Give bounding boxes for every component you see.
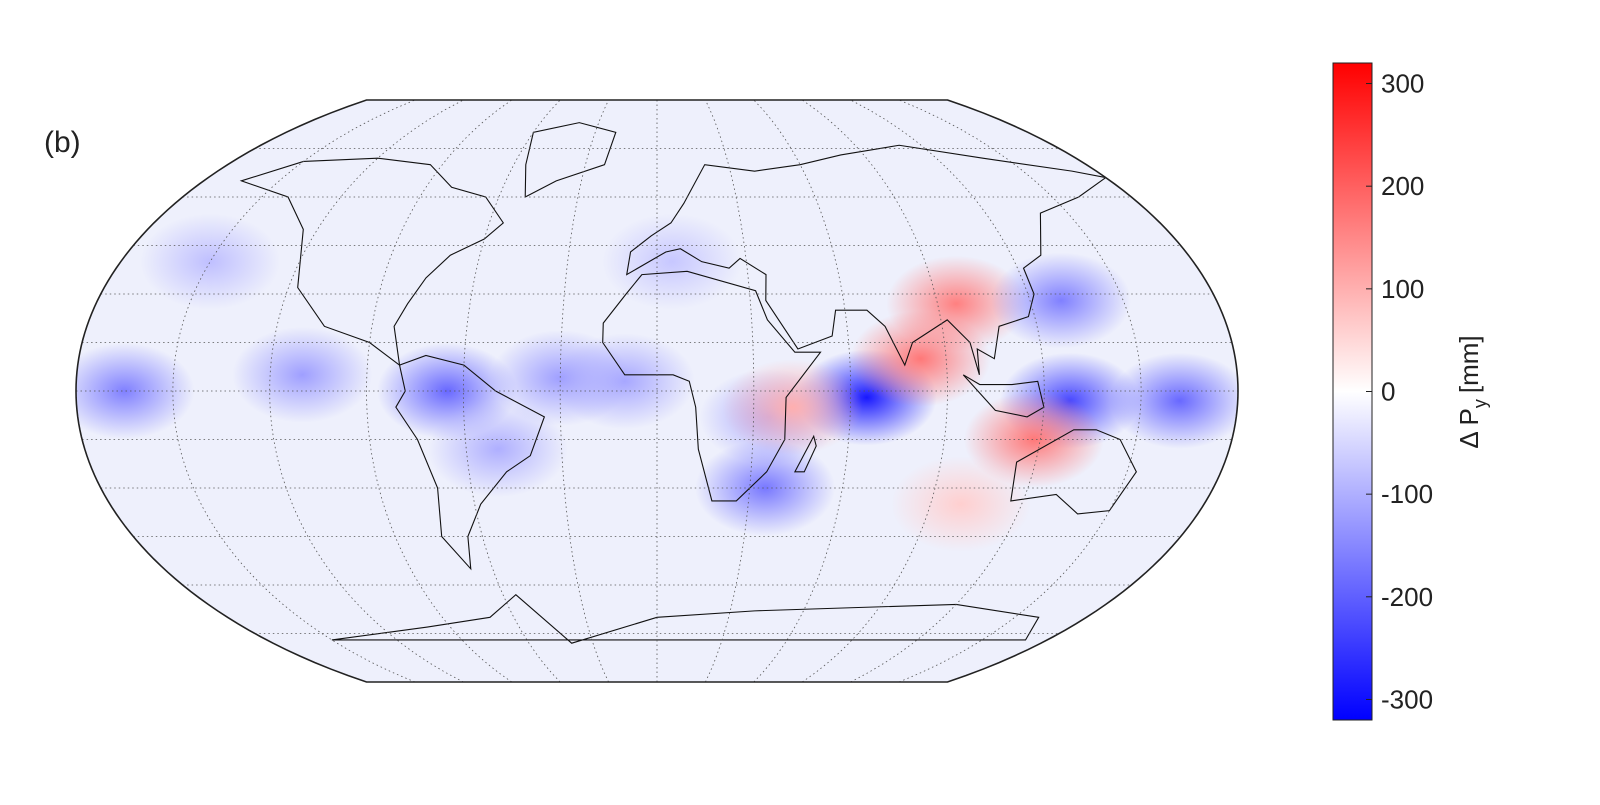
colorbar: 300 200 100 0 -100 -200 -300 [1332, 62, 1433, 721]
meridian [559, 99, 609, 683]
map-overlay [75, 99, 1239, 683]
label-main: Δ P [1454, 408, 1484, 449]
coastline [793, 434, 817, 473]
coastline [239, 157, 505, 367]
anomaly [695, 440, 836, 536]
colorbar-tick-label: -200 [1381, 582, 1433, 612]
coastline [331, 593, 1040, 644]
meridian [172, 99, 416, 683]
colorbar-tick-label: -300 [1381, 684, 1433, 714]
label-subscript: y [1470, 399, 1490, 408]
panel-label: (b) [44, 126, 81, 159]
colorbar-scale [1332, 62, 1373, 721]
anomaly [601, 213, 742, 310]
anomaly [428, 401, 569, 498]
colorbar-tick-label: 100 [1381, 274, 1424, 304]
colorbar-tick-label: 300 [1381, 69, 1424, 99]
coastline [602, 270, 822, 502]
meridian [366, 99, 512, 683]
anomaly [991, 252, 1132, 349]
anomaly [232, 326, 373, 423]
anomaly [886, 255, 1027, 352]
colorbar-tick-label: 200 [1381, 171, 1424, 201]
anomaly [890, 456, 1031, 553]
anomaly [554, 333, 695, 430]
coastline [962, 374, 1045, 418]
colorbar-label: Δ Py [mm] [1454, 335, 1490, 448]
coastline [395, 354, 546, 571]
coastline [1010, 429, 1137, 515]
colorbar-tick-label: 0 [1381, 377, 1395, 407]
anomaly [140, 213, 281, 310]
anomaly [1109, 352, 1238, 449]
map-frame [75, 99, 1239, 683]
map-area [76, 100, 1238, 682]
anomaly [963, 391, 1104, 488]
anomaly [76, 343, 195, 439]
coastline [524, 122, 617, 198]
meridian [705, 99, 755, 683]
meridian [802, 99, 948, 683]
meridian [898, 99, 1142, 683]
anomaly [722, 359, 863, 456]
colorbar-tick-label: -100 [1381, 479, 1433, 509]
label-unit: [mm] [1454, 335, 1484, 393]
